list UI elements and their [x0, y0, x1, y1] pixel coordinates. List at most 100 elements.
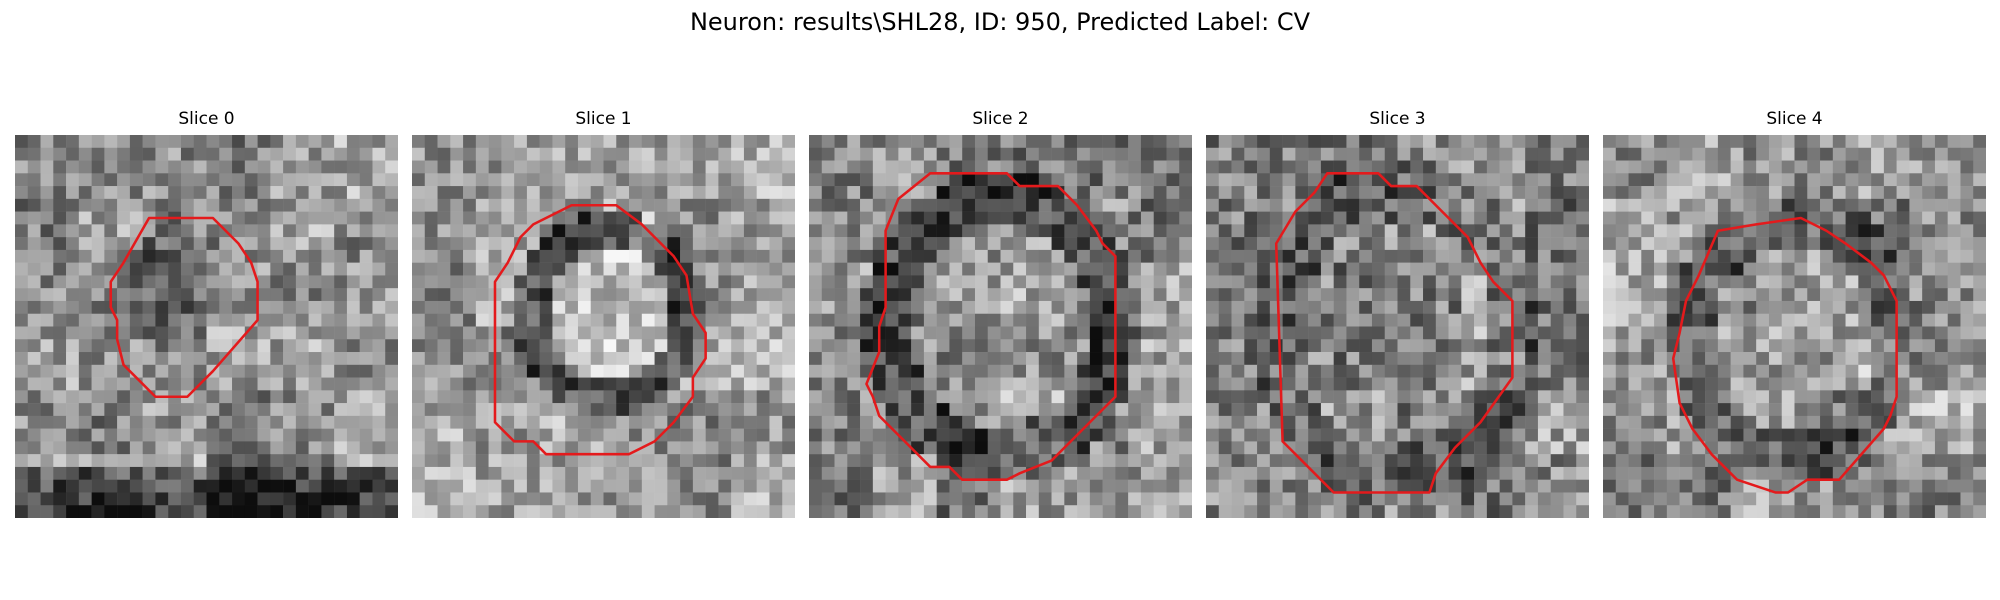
- pixel-cell: [809, 198, 823, 212]
- pixel-cell: [475, 505, 489, 518]
- pixel-cell: [1295, 505, 1309, 518]
- pixel-cell: [1486, 198, 1500, 212]
- pixel-cell: [359, 352, 373, 366]
- pixel-cell: [232, 135, 246, 149]
- pixel-cell: [1448, 415, 1462, 429]
- pixel-cell: [743, 211, 757, 225]
- pixel-cell: [117, 186, 131, 200]
- pixel-cell: [488, 147, 502, 161]
- pixel-cell: [1794, 466, 1808, 480]
- pixel-cell: [1576, 198, 1589, 212]
- pixel-cell: [911, 237, 925, 251]
- pixel-cell: [923, 428, 937, 442]
- pixel-cell: [911, 428, 925, 442]
- pixel-cell: [654, 211, 668, 225]
- pixel-cell: [1051, 415, 1065, 429]
- pixel-cell: [590, 364, 604, 378]
- pixel-cell: [1603, 300, 1617, 314]
- pixel-cell: [1410, 352, 1424, 366]
- pixel-cell: [911, 454, 925, 468]
- pixel-cell: [53, 288, 67, 302]
- pixel-cell: [501, 352, 515, 366]
- pixel-cell: [424, 211, 438, 225]
- pixel-cell: [321, 135, 335, 149]
- pixel-cell: [1410, 300, 1424, 314]
- pixel-cell: [514, 403, 528, 417]
- pixel-cell: [1308, 147, 1322, 161]
- pixel-cell: [962, 377, 976, 391]
- pixel-cell: [346, 441, 360, 455]
- pixel-cell: [680, 186, 694, 200]
- pixel-cell: [1435, 198, 1449, 212]
- pixel-cell: [526, 135, 540, 149]
- pixel-cell: [206, 160, 220, 174]
- pixel-cell: [1512, 198, 1526, 212]
- pixel-cell: [488, 198, 502, 212]
- pixel-cell: [91, 441, 105, 455]
- pixel-cell: [911, 415, 925, 429]
- pixel-cell: [641, 454, 655, 468]
- pixel-cell: [718, 364, 732, 378]
- pixel-cell: [731, 147, 745, 161]
- pixel-cell: [1641, 198, 1655, 212]
- pixel-cell: [936, 288, 950, 302]
- pixel-cell: [1883, 352, 1897, 366]
- pixel-cell: [40, 288, 54, 302]
- pixel-cell: [1410, 173, 1424, 187]
- pixel-cell: [872, 211, 886, 225]
- pixel-cell: [27, 339, 41, 353]
- pixel-cell: [1179, 352, 1192, 366]
- pixel-cell: [1410, 364, 1424, 378]
- pixel-cell: [629, 403, 643, 417]
- pixel-cell: [1448, 147, 1462, 161]
- pixel-cell: [847, 135, 861, 149]
- pixel-cell: [1525, 249, 1539, 263]
- pixel-cell: [1461, 403, 1475, 417]
- pixel-cell: [692, 428, 706, 442]
- pixel-cell: [1537, 135, 1551, 149]
- pixel-cell: [1346, 135, 1360, 149]
- pixel-cell: [155, 428, 169, 442]
- pixel-cell: [1218, 466, 1232, 480]
- pixel-cell: [705, 211, 719, 225]
- pixel-cell: [616, 288, 630, 302]
- pixel-cell: [590, 224, 604, 238]
- pixel-cell: [731, 377, 745, 391]
- pixel-cell: [974, 428, 988, 442]
- pixel-cell: [809, 326, 823, 340]
- pixel-cell: [743, 390, 757, 404]
- pixel-cell: [1115, 377, 1129, 391]
- pixel-cell: [552, 313, 566, 327]
- pixel-cell: [1615, 505, 1629, 518]
- pixel-cell: [308, 313, 322, 327]
- pixel-cell: [743, 492, 757, 506]
- pixel-cell: [1654, 249, 1668, 263]
- pixel-cell: [53, 173, 67, 187]
- pixel-cell: [860, 288, 874, 302]
- pixel-cell: [705, 390, 719, 404]
- pixel-cell: [680, 237, 694, 251]
- pixel-cell: [1756, 224, 1770, 238]
- pixel-cell: [91, 313, 105, 327]
- pixel-cell: [232, 377, 246, 391]
- pixel-cell: [1858, 479, 1872, 493]
- pixel-cell: [1320, 403, 1334, 417]
- pixel-cell: [1320, 135, 1334, 149]
- pixel-cell: [1461, 313, 1475, 327]
- pixel-cell: [437, 300, 451, 314]
- pixel-cell: [1218, 390, 1232, 404]
- pixel-cell: [1448, 198, 1462, 212]
- pixel-cell: [78, 186, 92, 200]
- pixel-cell: [334, 237, 348, 251]
- pixel-cell: [1218, 428, 1232, 442]
- pixel-cell: [424, 160, 438, 174]
- pixel-cell: [1743, 428, 1757, 442]
- pixel-cell: [257, 492, 271, 506]
- pixel-cell: [91, 160, 105, 174]
- pixel-cell: [1628, 428, 1642, 442]
- pixel-cell: [1115, 479, 1129, 493]
- pixel-cell: [206, 466, 220, 480]
- pixel-cell: [1140, 415, 1154, 429]
- pixel-cell: [1179, 326, 1192, 340]
- pixel-cell: [616, 339, 630, 353]
